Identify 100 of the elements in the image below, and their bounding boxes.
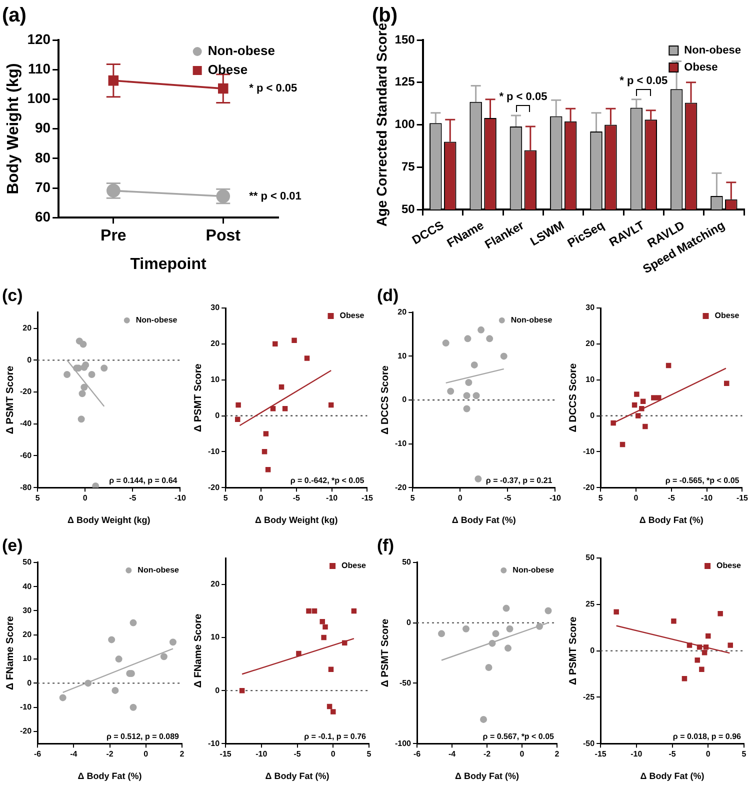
legend-label: Non-obese [138, 566, 180, 575]
y-tick-label: 20 [22, 630, 32, 640]
x-axis-title: Δ Body Fat (%) [640, 771, 704, 782]
x-tick-label: -2 [483, 750, 492, 759]
x-tick-label: 5 [223, 494, 228, 503]
y-tick-label: 20 [22, 324, 32, 333]
x-tick-label: -15 [594, 750, 607, 759]
x-tick-label: 0 [458, 494, 463, 503]
y-tick-label: 30 [22, 606, 32, 615]
x-axis-title: Δ Body Weight (kg) [67, 515, 150, 526]
x-tick-label: -5 [504, 494, 512, 503]
x-tick-label: 5 [35, 494, 40, 503]
x-tick-label: 5 [366, 750, 372, 759]
legend-label: Obese [716, 561, 742, 570]
chart-title: (f) [377, 536, 394, 555]
y-axis-title: Δ FName Score [4, 616, 16, 690]
y-tick-label: 100 [27, 90, 51, 106]
y-tick-label: 75 [401, 159, 416, 174]
x-tick-label: -5 [668, 750, 676, 759]
legend-label: Non-obese [684, 44, 742, 57]
x-axis-title: Δ Body Fat (%) [639, 515, 704, 526]
x-axis-title: Δ Body Fat (%) [78, 771, 142, 782]
y-tick-label: 0 [590, 410, 596, 420]
x-tick-label: 0 [258, 494, 264, 503]
legend-label: Obese [714, 311, 740, 320]
y-axis-title: Δ PSMT Score [4, 365, 16, 434]
chart-title: (e) [2, 536, 23, 555]
y-tick-label: -20 [583, 482, 596, 492]
y-tick-label: -10 [583, 446, 596, 456]
x-tick-label: -5 [292, 494, 300, 503]
x-tick-label: -6 [413, 750, 422, 759]
y-tick-label: -10 [208, 446, 220, 456]
annotation: ρ = 0.512, p = 0.089 [106, 732, 180, 741]
x-tick-label: 0 [634, 494, 639, 503]
y-tick-label: 10 [22, 654, 32, 664]
x-tick-label: 5 [598, 494, 604, 503]
y-tick-label: -10 [20, 702, 32, 712]
y-tick-label: 10 [586, 375, 596, 384]
y-tick-label: 150 [394, 32, 416, 46]
x-tick-label: -10 [256, 750, 268, 759]
x-tick-label: 2 [554, 750, 560, 759]
legend-label: Non-obese [512, 566, 555, 575]
annotation: ρ = -0.565, *p < 0.05 [665, 476, 740, 485]
y-axis-title: Body Weight (kg) [5, 63, 22, 194]
y-tick-label: -20 [208, 482, 220, 492]
y-tick-label: -40 [20, 419, 32, 428]
x-tick-label: -15 [736, 494, 749, 503]
chart-title: (a) [2, 4, 26, 27]
y-tick-label: -80 [20, 482, 32, 492]
x-tick-label: 2 [180, 750, 185, 759]
y-tick-label: 120 [27, 30, 51, 47]
y-tick-label: 60 [34, 208, 51, 224]
y-tick-label: -100 [394, 738, 412, 748]
y-tick-label: 0 [590, 646, 596, 656]
x-tick-label: -5 [129, 494, 137, 503]
y-tick-label: 0 [27, 355, 32, 364]
y-tick-label: 20 [586, 339, 596, 348]
y-tick-label: -60 [20, 450, 32, 460]
x-tick-label: -4 [448, 750, 456, 759]
y-tick-label: 110 [28, 60, 51, 76]
x-tick-label: 0 [144, 750, 149, 759]
y-axis-title: Δ DCCS Score [380, 365, 391, 434]
y-axis-title: Δ PSMT Score [380, 618, 391, 688]
y-tick-label: 30 [586, 303, 596, 312]
y-tick-label: -20 [20, 726, 32, 736]
annotation: ρ = -0.1, p = 0.76 [304, 732, 367, 741]
y-tick-label: -25 [583, 692, 596, 702]
y-axis-title: Δ DCCS Score [568, 362, 579, 432]
y-tick-label: 0 [215, 410, 220, 420]
x-tick-label: -10 [630, 750, 643, 759]
annotation: ρ = 0.-642, *p < 0.05 [290, 476, 365, 485]
y-tick-label: 10 [210, 632, 220, 642]
x-tick-label: -10 [701, 494, 714, 503]
x-tick-label: -10 [174, 494, 187, 503]
y-tick-label: 10 [398, 351, 408, 360]
x-axis-title: Timepoint [130, 256, 208, 273]
legend-label: Obese [684, 62, 718, 74]
y-tick-label: 50 [401, 202, 416, 216]
legend-label: Non-obese [510, 316, 553, 325]
legend-label: Non-obese [136, 316, 178, 325]
y-tick-label: -10 [395, 439, 408, 448]
y-tick-label: 0 [215, 686, 220, 695]
y-tick-label: 0 [406, 618, 412, 628]
x-tick-label: Post [206, 228, 242, 245]
y-tick-label: -20 [20, 387, 32, 396]
y-tick-label: 0 [27, 678, 32, 688]
x-axis-title: Δ Body Fat (%) [452, 515, 516, 526]
y-tick-label: 20 [398, 308, 408, 317]
annotation: * p < 0.05 [249, 82, 298, 95]
y-axis-title: Δ PSMT Score [192, 363, 204, 432]
y-tick-label: 50 [402, 558, 412, 567]
x-tick-label: 0 [330, 750, 336, 759]
x-axis-title: Δ Body Fat (%) [265, 771, 330, 782]
y-tick-label: 10 [210, 375, 220, 384]
x-tick-label: Pre [100, 228, 126, 245]
x-tick-label: 0 [706, 750, 711, 759]
y-tick-label: -20 [395, 482, 408, 492]
x-tick-label: -4 [70, 750, 78, 759]
y-axis-title: Δ FName Score [192, 613, 204, 688]
legend-label: Obese [208, 62, 248, 78]
